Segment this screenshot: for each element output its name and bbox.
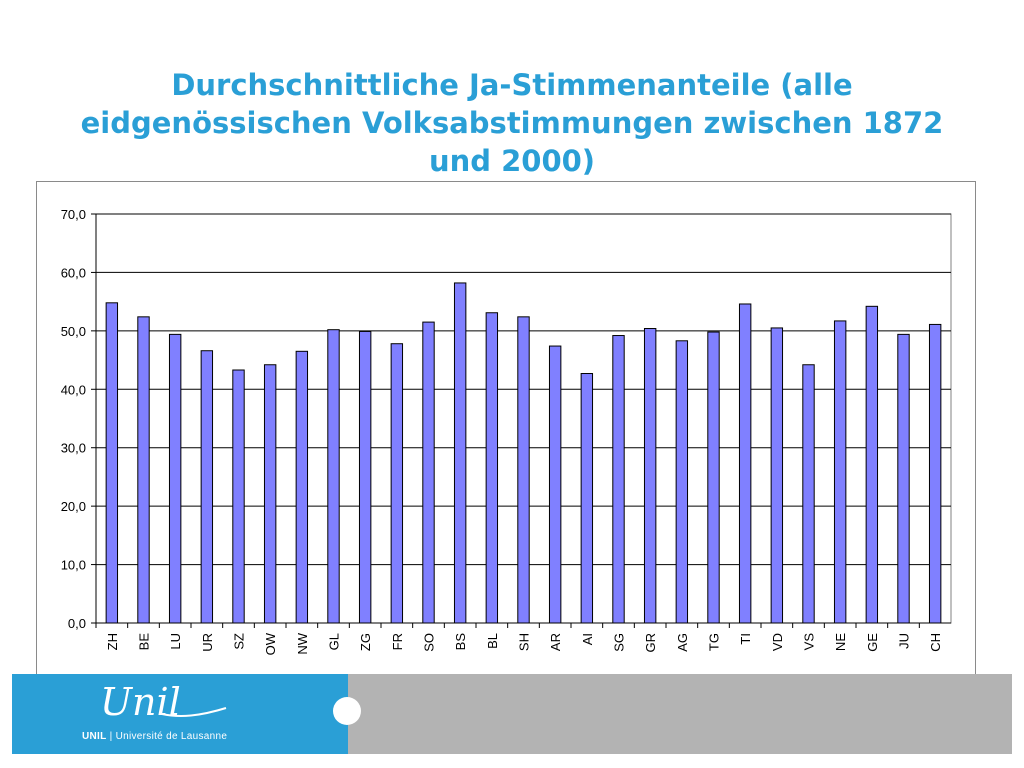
bar-tg [707,331,720,624]
y-tick-label: 20,0 [61,499,86,514]
x-tick-label: AR [548,633,563,651]
bar-gl [327,329,340,624]
footer-dot [333,697,361,725]
footer-grey-band [348,674,1012,754]
y-tick-label: 0,0 [68,616,86,631]
footer-brand-band [12,674,348,754]
x-tick-label: GE [865,633,880,652]
bar-ge [865,305,879,624]
x-tick-label: GR [643,633,658,653]
x-tick-label: SH [517,633,532,651]
y-tick-label: 40,0 [61,382,86,397]
slide-title: Durchschnittliche Ja-Stimmenanteile (all… [80,68,944,178]
x-tick-label: OW [263,632,278,655]
bar-ne [833,320,847,624]
y-tick-label: 70,0 [61,207,86,222]
x-tick-label: TG [707,633,722,651]
chart-frame: 0,0 10,0 20,0 30,0 40,0 50,0 60,0 70,0 ZH BE LU UR S… [36,181,976,675]
x-tick-label: AI [580,633,595,645]
bar-vs [802,364,815,624]
bar-vd [770,327,784,624]
bar-ow [263,364,277,624]
bar-ar [548,345,562,624]
bar-sh [517,316,530,624]
x-tick-label: LU [168,633,183,650]
x-tick-label: VD [770,633,785,651]
x-tick-label: NW [295,632,310,654]
x-tick-label: NE [833,633,848,651]
bar-bs [453,282,467,624]
bar-ti [738,303,752,624]
bar-zh [105,302,119,624]
x-tick-label: AG [675,633,690,652]
bar-bl [485,312,499,624]
x-tick-label: SZ [232,633,247,650]
y-tick-label: 50,0 [61,324,86,339]
bar-ag [675,340,689,624]
x-tick-label: BS [453,633,468,651]
x-tick-label: JU [897,633,912,649]
logo-caption-text: | Université de Lausanne [106,731,228,742]
y-tick-label: 30,0 [61,441,86,456]
bar-lu [168,333,182,624]
x-tick-label: UR [200,633,215,652]
x-tick-label: BE [137,633,152,651]
bar-sz [232,369,245,624]
x-tick-label: SO [422,633,437,652]
logo-swoosh-icon [161,707,227,717]
x-tick-label: GL [327,633,342,650]
y-tick-label: 60,0 [61,265,86,280]
x-tick-label: BL [485,633,500,649]
x-tick-label: ZG [358,633,373,651]
bar-ju [897,333,910,624]
unil-logo-caption: UNIL | Université de Lausanne [82,731,227,742]
bar-ai [580,373,594,624]
bar-so [422,321,435,624]
x-tick-label: FR [390,633,405,650]
bar-fr [390,343,404,624]
bar-be [137,316,150,624]
bar-nw [295,350,309,624]
bar-ur [200,350,214,624]
unil-logo-wordmark: Unil [100,680,181,724]
x-tick-label: CH [928,633,943,652]
x-tick-label: SG [612,633,627,652]
bar-zg [358,330,372,624]
logo-caption-bold: UNIL [82,731,107,742]
bar-chart: 0,0 10,0 20,0 30,0 40,0 50,0 60,0 70,0 ZH BE LU UR S… [61,207,952,655]
x-tick-label: ZH [105,633,120,650]
bar-gr [643,328,657,624]
bar-ch [928,323,942,624]
bar-sg [612,335,625,624]
x-tick-label: TI [738,633,753,645]
y-tick-label: 10,0 [61,558,86,573]
x-tick-label: VS [802,633,817,651]
